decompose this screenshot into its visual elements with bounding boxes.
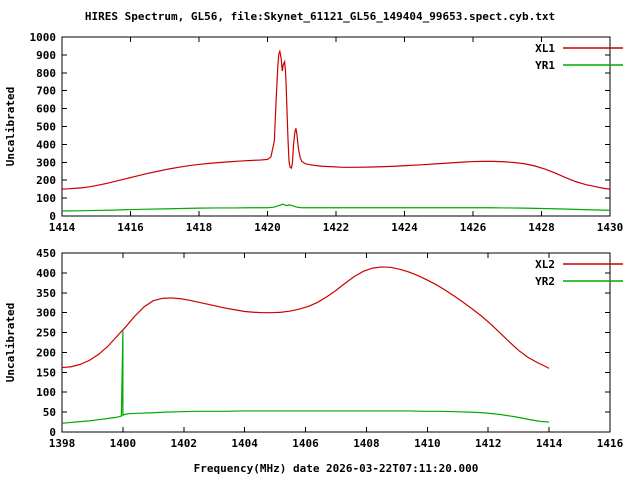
- panel-bottom-panel-ytick-label: 400: [36, 267, 56, 280]
- panel-top-panel-ytick-label: 900: [36, 49, 56, 62]
- panel-top-panel-ytick-label: 700: [36, 85, 56, 98]
- panel-bottom-panel-ytick-label: 250: [36, 327, 56, 340]
- panel-top-panel-ytick-label: 100: [36, 192, 56, 205]
- panel-top-panel-xtick-label: 1416: [117, 221, 144, 234]
- panel-bottom-panel-ytick-label: 200: [36, 346, 56, 359]
- panel-top-panel-ytick-label: 200: [36, 174, 56, 187]
- panel-top-panel-trace-yr1: [61, 203, 611, 212]
- panel-top-panel-xtick-label: 1422: [323, 221, 350, 234]
- legend-label-xl2: XL2: [535, 258, 555, 271]
- panel-top-panel-ytick-label: 300: [36, 156, 56, 169]
- figure-title: HIRES Spectrum, GL56, file:Skynet_61121_…: [85, 10, 555, 23]
- panel-bottom-panel-xtick-label: 1416: [597, 437, 624, 450]
- legend-label-yr2: YR2: [535, 275, 555, 288]
- panel-bottom-panel-xtick-label: 1402: [171, 437, 198, 450]
- panel-bottom-panel-y-axis-title: Uncalibrated: [4, 303, 17, 382]
- legend-label-yr1: YR1: [535, 59, 555, 72]
- panel-bottom-panel-xtick-label: 1414: [536, 437, 563, 450]
- panel-top-panel-ytick-label: 600: [36, 103, 56, 116]
- panel-top-panel-xtick-label: 1428: [528, 221, 555, 234]
- panel-bottom-panel-ytick-label: 350: [36, 287, 56, 300]
- panel-top-panel-ytick-label: 800: [36, 67, 56, 80]
- panel-top-panel-y-axis-title: Uncalibrated: [4, 87, 17, 166]
- panel-bottom-panel-ytick-label: 300: [36, 307, 56, 320]
- panel-top-panel-ytick-label: 1000: [30, 31, 57, 44]
- panel-top-panel-ytick-label: 400: [36, 138, 56, 151]
- panel-bottom-panel-trace-xl2: [61, 266, 550, 369]
- panel-bottom-panel-xtick-label: 1406: [292, 437, 319, 450]
- panel-bottom-panel-xtick-label: 1404: [231, 437, 258, 450]
- panel-top-panel-frame: [61, 36, 611, 217]
- panel-top-panel-ytick-label: 0: [49, 210, 56, 223]
- panel-bottom-panel-xtick-label: 1400: [110, 437, 137, 450]
- panel-bottom-panel-xtick-label: 1410: [414, 437, 441, 450]
- legend-label-xl1: XL1: [535, 42, 555, 55]
- panel-bottom-panel-xtick-label: 1398: [49, 437, 76, 450]
- panel-bottom-panel-frame: [61, 252, 611, 433]
- panel-bottom-panel-ytick-label: 100: [36, 386, 56, 399]
- x-axis-title: Frequency(MHz) date 2026-03-22T07:11:20.…: [194, 462, 479, 475]
- panel-top-panel-trace-xl1: [61, 49, 611, 190]
- panel-bottom-panel-xtick-label: 1412: [475, 437, 502, 450]
- panel-top-panel-xtick-label: 1424: [391, 221, 418, 234]
- panel-top-panel-xtick-label: 1430: [597, 221, 624, 234]
- panel-top-panel-xtick-label: 1418: [186, 221, 213, 234]
- panel-bottom-panel-trace-yr2: [61, 330, 550, 424]
- panel-top-panel-xtick-label: 1420: [254, 221, 281, 234]
- panel-bottom-panel-ytick-label: 450: [36, 247, 56, 260]
- panel-bottom-panel-ytick-label: 0: [49, 426, 56, 439]
- panel-bottom-panel-ytick-label: 50: [43, 406, 56, 419]
- panel-bottom-panel-ytick-label: 150: [36, 366, 56, 379]
- panel-top-panel-xtick-label: 1414: [49, 221, 76, 234]
- panel-bottom-panel-xtick-label: 1408: [353, 437, 380, 450]
- panel-top-panel-xtick-label: 1426: [460, 221, 487, 234]
- panel-top-panel-ytick-label: 500: [36, 121, 56, 134]
